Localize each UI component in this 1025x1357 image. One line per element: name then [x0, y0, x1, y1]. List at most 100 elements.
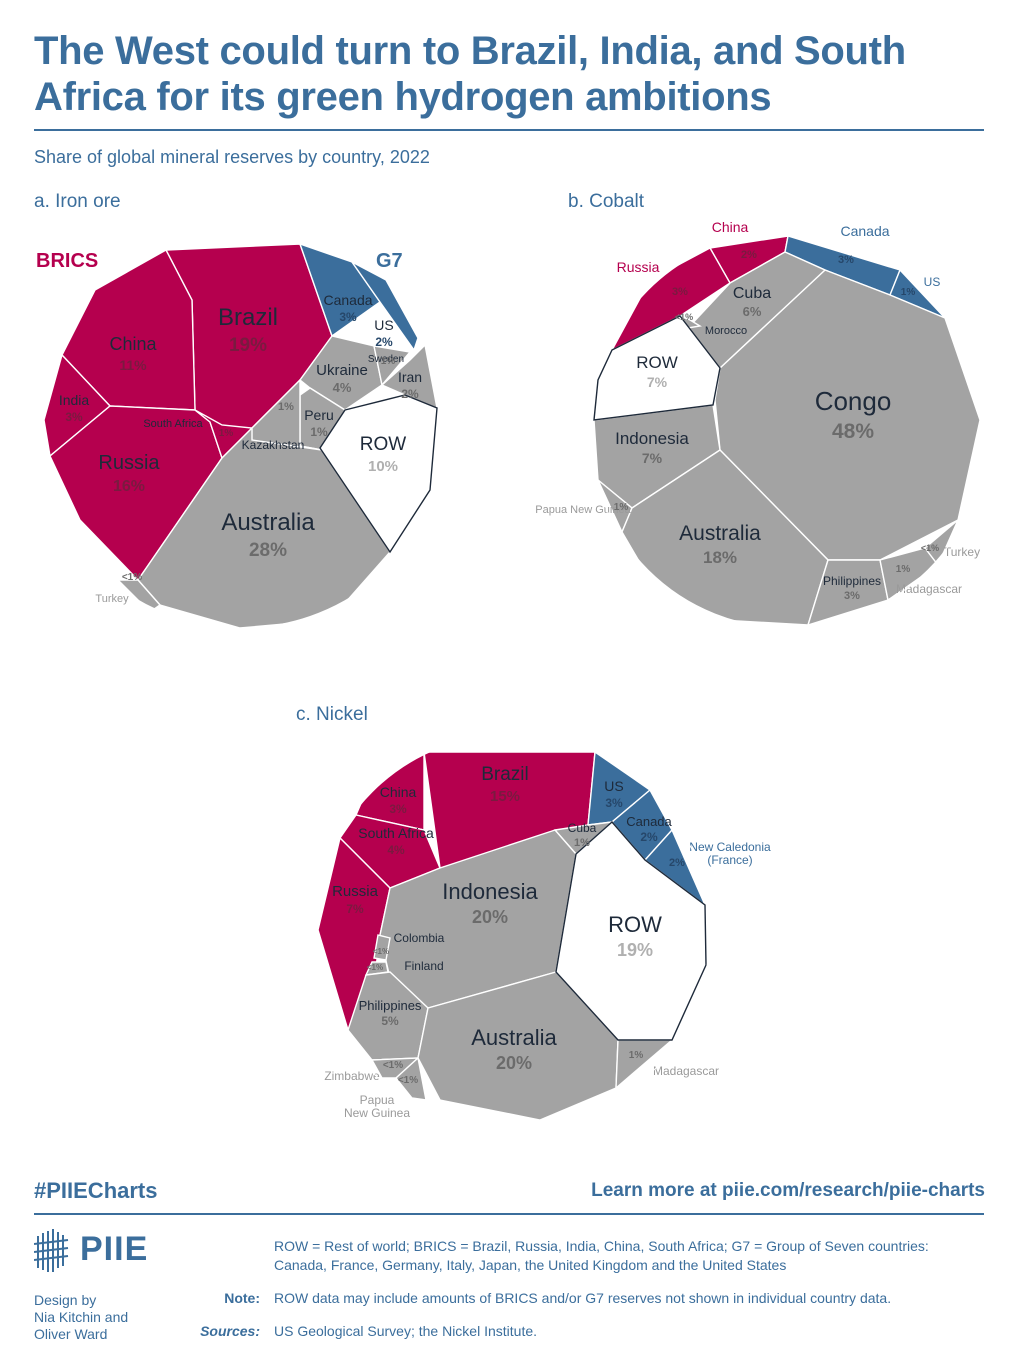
learn-more-link[interactable]: Learn more at piie.com/research/piie-cha… [591, 1180, 985, 1201]
value-congo: 48% [832, 420, 874, 443]
label-new-caledonia-france: (France) [707, 853, 752, 867]
label-papua-new-guinea: Papua New Guinea [535, 504, 631, 516]
label-row: ROW [636, 353, 678, 372]
label-south-africa: South Africa [358, 825, 434, 841]
cell-papua-new-guinea [395, 1056, 427, 1101]
value-south-africa: 1% [219, 428, 234, 439]
chart-nickel: Brazil 15% China 3% South Africa 4% Russia 7% US… [313, 733, 771, 1131]
value-philippines: 5% [381, 1014, 399, 1028]
value-cuba: 1% [574, 837, 590, 849]
label-australia: Australia [679, 522, 761, 545]
label-russia: Russia [332, 883, 379, 900]
label-indonesia: Indonesia [442, 879, 538, 904]
label-india: India [59, 392, 90, 408]
charts-canvas: Brazil 19% China 11% India 3% Russia 16% South A… [33, 211, 987, 1131]
value-us: 2% [375, 335, 393, 349]
value-morocco: <1% [675, 312, 693, 322]
value-russia: 7% [346, 902, 364, 916]
chart-cobalt: China 2% Russia 3% Canada 3% US 1% Congo 48% Cuba 6… [535, 219, 987, 629]
cell-australia [621, 449, 829, 626]
value-iran: 2% [401, 387, 419, 401]
design-credit: Design by Nia Kitchin and Oliver Ward [34, 1292, 129, 1342]
value-philippines: 3% [844, 590, 860, 602]
legend-brics: BRICS [36, 250, 98, 272]
value-sweden: 1% [381, 356, 396, 367]
value-madagascar: 1% [896, 564, 911, 575]
cell-sweden [373, 345, 412, 387]
label-kazakhstan: Kazakhstan [242, 438, 305, 452]
cell-us [351, 261, 419, 352]
label-madagascar: Madagascar [896, 582, 962, 596]
label-canada: Canada [840, 223, 889, 239]
value-russia: 16% [113, 478, 145, 495]
value-zimbabwe: <1% [383, 1060, 403, 1071]
title-divider [34, 129, 984, 131]
label-iran: Iran [398, 369, 422, 385]
value-indonesia: 7% [642, 450, 663, 466]
value-row: 7% [647, 374, 668, 390]
sources-label: Sources: [200, 1323, 260, 1339]
value-china: 2% [741, 249, 757, 261]
label-philippines: Philippines [359, 998, 422, 1013]
value-new-caledonia-france: 2% [669, 857, 685, 869]
value-papua-new-guinea: 1% [614, 502, 629, 513]
chart-outline [33, 211, 451, 629]
label-colombia: Colombia [394, 931, 445, 945]
value-brazil: 15% [490, 788, 520, 805]
footer-divider [34, 1213, 984, 1215]
sources-text: US Geological Survey; the Nickel Institu… [274, 1323, 538, 1339]
label-china: China [380, 784, 417, 800]
panel-title-nickel: c. Nickel [296, 704, 368, 725]
logo-text: PIIE [80, 1230, 149, 1268]
value-ukraine: 4% [333, 380, 352, 395]
label-zimbabwe: Zimbabwe [324, 1069, 380, 1083]
label-australia: Australia [221, 509, 315, 536]
value-finland: <1% [367, 963, 383, 972]
label-new-caledonia-france: New Caledonia [689, 840, 771, 854]
label-papua-new-guinea: New Guinea [344, 1106, 410, 1120]
label-turkey: Turkey [944, 545, 980, 559]
label-cuba: Cuba [568, 821, 597, 835]
label-indonesia: Indonesia [615, 429, 689, 448]
cell-row [555, 821, 707, 1041]
label-congo: Congo [815, 386, 892, 416]
label-finland: Finland [404, 959, 443, 973]
label-ukraine: Ukraine [316, 362, 368, 379]
label-cuba: Cuba [733, 285, 771, 302]
value-turkey: <1% [921, 543, 939, 553]
label-row: ROW [360, 434, 407, 455]
piie-logo: PIIE [33, 1228, 154, 1272]
value-papua-new-guinea: <1% [398, 1075, 418, 1086]
value-brazil: 19% [229, 335, 267, 356]
value-cuba: 6% [743, 304, 762, 319]
label-brazil: Brazil [218, 304, 278, 331]
chart-iron-ore: Brazil 19% China 11% India 3% Russia 16% South A… [33, 211, 451, 629]
value-row: 10% [368, 458, 398, 475]
cell-turkey [924, 519, 959, 567]
label-papua-new-guinea: Papua [360, 1093, 395, 1107]
value-china: 3% [389, 802, 407, 816]
label-brazil: Brazil [481, 764, 529, 785]
value-canada: 3% [339, 310, 357, 324]
note-text: ROW data may include amounts of BRICS an… [274, 1290, 892, 1306]
panel-title-iron-ore: a. Iron ore [34, 191, 121, 212]
label-morocco: Morocco [705, 325, 747, 337]
label-sweden: Sweden [368, 354, 404, 365]
value-russia: 3% [672, 286, 688, 298]
value-south-africa: 4% [387, 843, 405, 857]
value-australia: 20% [496, 1053, 532, 1073]
chart-title: The West could turn to Brazil, India, an… [34, 29, 906, 119]
value-row: 19% [617, 940, 653, 960]
label-us: US [604, 778, 623, 794]
definitions: ROW = Rest of world; BRICS = Brazil, Rus… [274, 1238, 929, 1273]
cell-row [319, 394, 438, 554]
value-us: 3% [605, 796, 623, 810]
chart-subtitle: Share of global mineral reserves by coun… [34, 147, 430, 167]
cell-row [593, 315, 721, 421]
value-peru: 1% [310, 425, 328, 439]
hashtag: #PIIECharts [34, 1178, 158, 1203]
label-peru: Peru [304, 407, 334, 423]
chart-outline [313, 733, 711, 1131]
value-kazakhstan: 1% [278, 401, 294, 413]
label-australia: Australia [471, 1025, 557, 1050]
